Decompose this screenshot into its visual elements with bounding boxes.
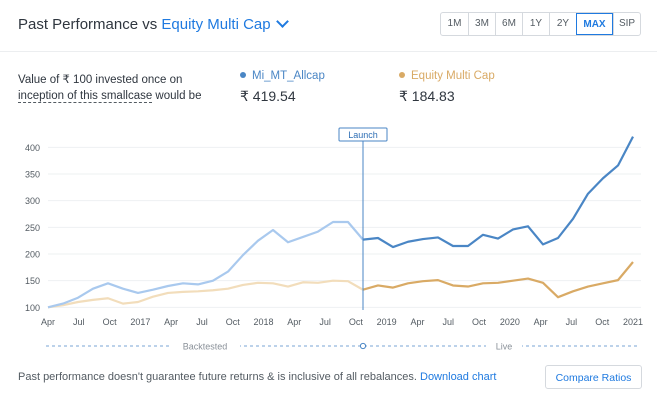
compare-selector[interactable]: Equity Multi Cap bbox=[161, 15, 289, 33]
x-tick-label-17: Jul bbox=[566, 317, 578, 327]
chevron-down-icon[interactable] bbox=[275, 15, 289, 28]
chart-header: Past Performance vs Equity Multi Cap 1M … bbox=[0, 0, 657, 50]
download-chart-link[interactable]: Download chart bbox=[420, 371, 497, 383]
performance-chart: 100 150 200 250 300 350 400 Apr Jul Oct 2017 Apr Jul… bbox=[0, 120, 657, 352]
series-line-benchmark-backtested bbox=[47, 279, 364, 309]
series-value-benchmark: ₹ 184.83 bbox=[399, 88, 455, 104]
info-line-2-rest: would be bbox=[152, 90, 202, 102]
x-tick-label-7: 2018 bbox=[254, 317, 274, 327]
footer-disclaimer: Past performance doesn't guarantee futur… bbox=[18, 371, 496, 383]
x-tick-label-15: 2020 bbox=[500, 317, 520, 327]
legend-dot-benchmark bbox=[399, 72, 405, 78]
x-tick-label-10: Oct bbox=[349, 317, 364, 327]
page-title: Past Performance vs Equity Multi Cap bbox=[18, 15, 289, 33]
x-tick-label-2: Oct bbox=[103, 317, 118, 327]
range-1m[interactable]: 1M bbox=[447, 18, 462, 29]
series-legend-benchmark: Equity Multi Cap bbox=[399, 70, 495, 82]
y-tick-label-300: 300 bbox=[25, 196, 40, 206]
phase-label-live: Live bbox=[496, 342, 513, 351]
disclaimer-text: Past performance doesn't guarantee futur… bbox=[18, 371, 417, 383]
title-prefix: Past Performance vs bbox=[18, 16, 158, 33]
range-sip[interactable]: SIP bbox=[613, 13, 640, 35]
y-tick-label-400: 400 bbox=[25, 143, 40, 153]
x-tick-label-18: Oct bbox=[595, 317, 610, 327]
x-tick-label-11: 2019 bbox=[377, 317, 397, 327]
series-line-primary-live bbox=[362, 136, 634, 249]
x-tick-label-3: 2017 bbox=[130, 317, 150, 327]
launch-marker-dot bbox=[359, 342, 367, 350]
series-legend-primary: Mi_MT_Allcap bbox=[240, 70, 325, 82]
range-max[interactable]: MAX bbox=[576, 13, 613, 35]
x-tick-label-13: Jul bbox=[443, 317, 455, 327]
series-line-benchmark-live bbox=[362, 261, 634, 299]
compare-ratios-button[interactable]: Compare Ratios bbox=[545, 365, 642, 389]
x-tick-label-6: Oct bbox=[226, 317, 241, 327]
x-tick-label-5: Jul bbox=[196, 317, 208, 327]
x-tick-label-4: Apr bbox=[164, 317, 178, 327]
compare-selection-label[interactable]: Equity Multi Cap bbox=[161, 16, 271, 33]
x-tick-label-8: Apr bbox=[287, 317, 301, 327]
x-tick-label-12: Apr bbox=[410, 317, 424, 327]
investment-info: Value of ₹ 100 invested once on inceptio… bbox=[18, 72, 201, 104]
y-tick-label-350: 350 bbox=[25, 170, 40, 180]
series-name-benchmark: Equity Multi Cap bbox=[411, 70, 495, 82]
phase-label-bg-before bbox=[170, 340, 240, 352]
x-tick-label-19: 2021 bbox=[623, 317, 643, 327]
y-tick-label-200: 200 bbox=[25, 250, 40, 260]
launch-label-box bbox=[338, 127, 388, 142]
y-tick-label-100: 100 bbox=[25, 303, 40, 313]
x-tick-label-0: Apr bbox=[41, 317, 55, 327]
range-1y[interactable]: 1Y bbox=[522, 13, 549, 35]
range-3m[interactable]: 3M bbox=[468, 13, 495, 35]
header-divider bbox=[0, 51, 657, 52]
info-line-2: inception of this smallcase would be bbox=[18, 88, 201, 104]
legend-dot-primary bbox=[240, 72, 246, 78]
phase-label-bg-after bbox=[486, 340, 522, 352]
inception-link[interactable]: inception of this smallcase bbox=[18, 90, 153, 103]
performance-chart-svg: 100 150 200 250 300 350 400 Apr Jul Oct 2017 Apr Jul… bbox=[25, 127, 643, 352]
range-6m[interactable]: 6M bbox=[495, 13, 522, 35]
info-line-1: Value of ₹ 100 invested once on bbox=[18, 74, 183, 86]
time-range-selector: 1M 3M 6M 1Y 2Y MAX SIP bbox=[440, 12, 641, 36]
y-tick-label-250: 250 bbox=[25, 223, 40, 233]
x-tick-label-16: Apr bbox=[534, 317, 548, 327]
launch-label: Launch bbox=[348, 130, 378, 140]
x-tick-label-1: Jul bbox=[73, 317, 85, 327]
range-2y[interactable]: 2Y bbox=[549, 13, 576, 35]
x-tick-label-14: Oct bbox=[472, 317, 487, 327]
series-name-primary: Mi_MT_Allcap bbox=[252, 70, 325, 82]
phase-label-backtested: Backtested bbox=[183, 342, 228, 351]
series-value-primary: ₹ 419.54 bbox=[240, 88, 296, 104]
series-line-primary-backtested bbox=[47, 220, 364, 309]
y-tick-label-150: 150 bbox=[25, 276, 40, 286]
x-tick-label-9: Jul bbox=[319, 317, 331, 327]
